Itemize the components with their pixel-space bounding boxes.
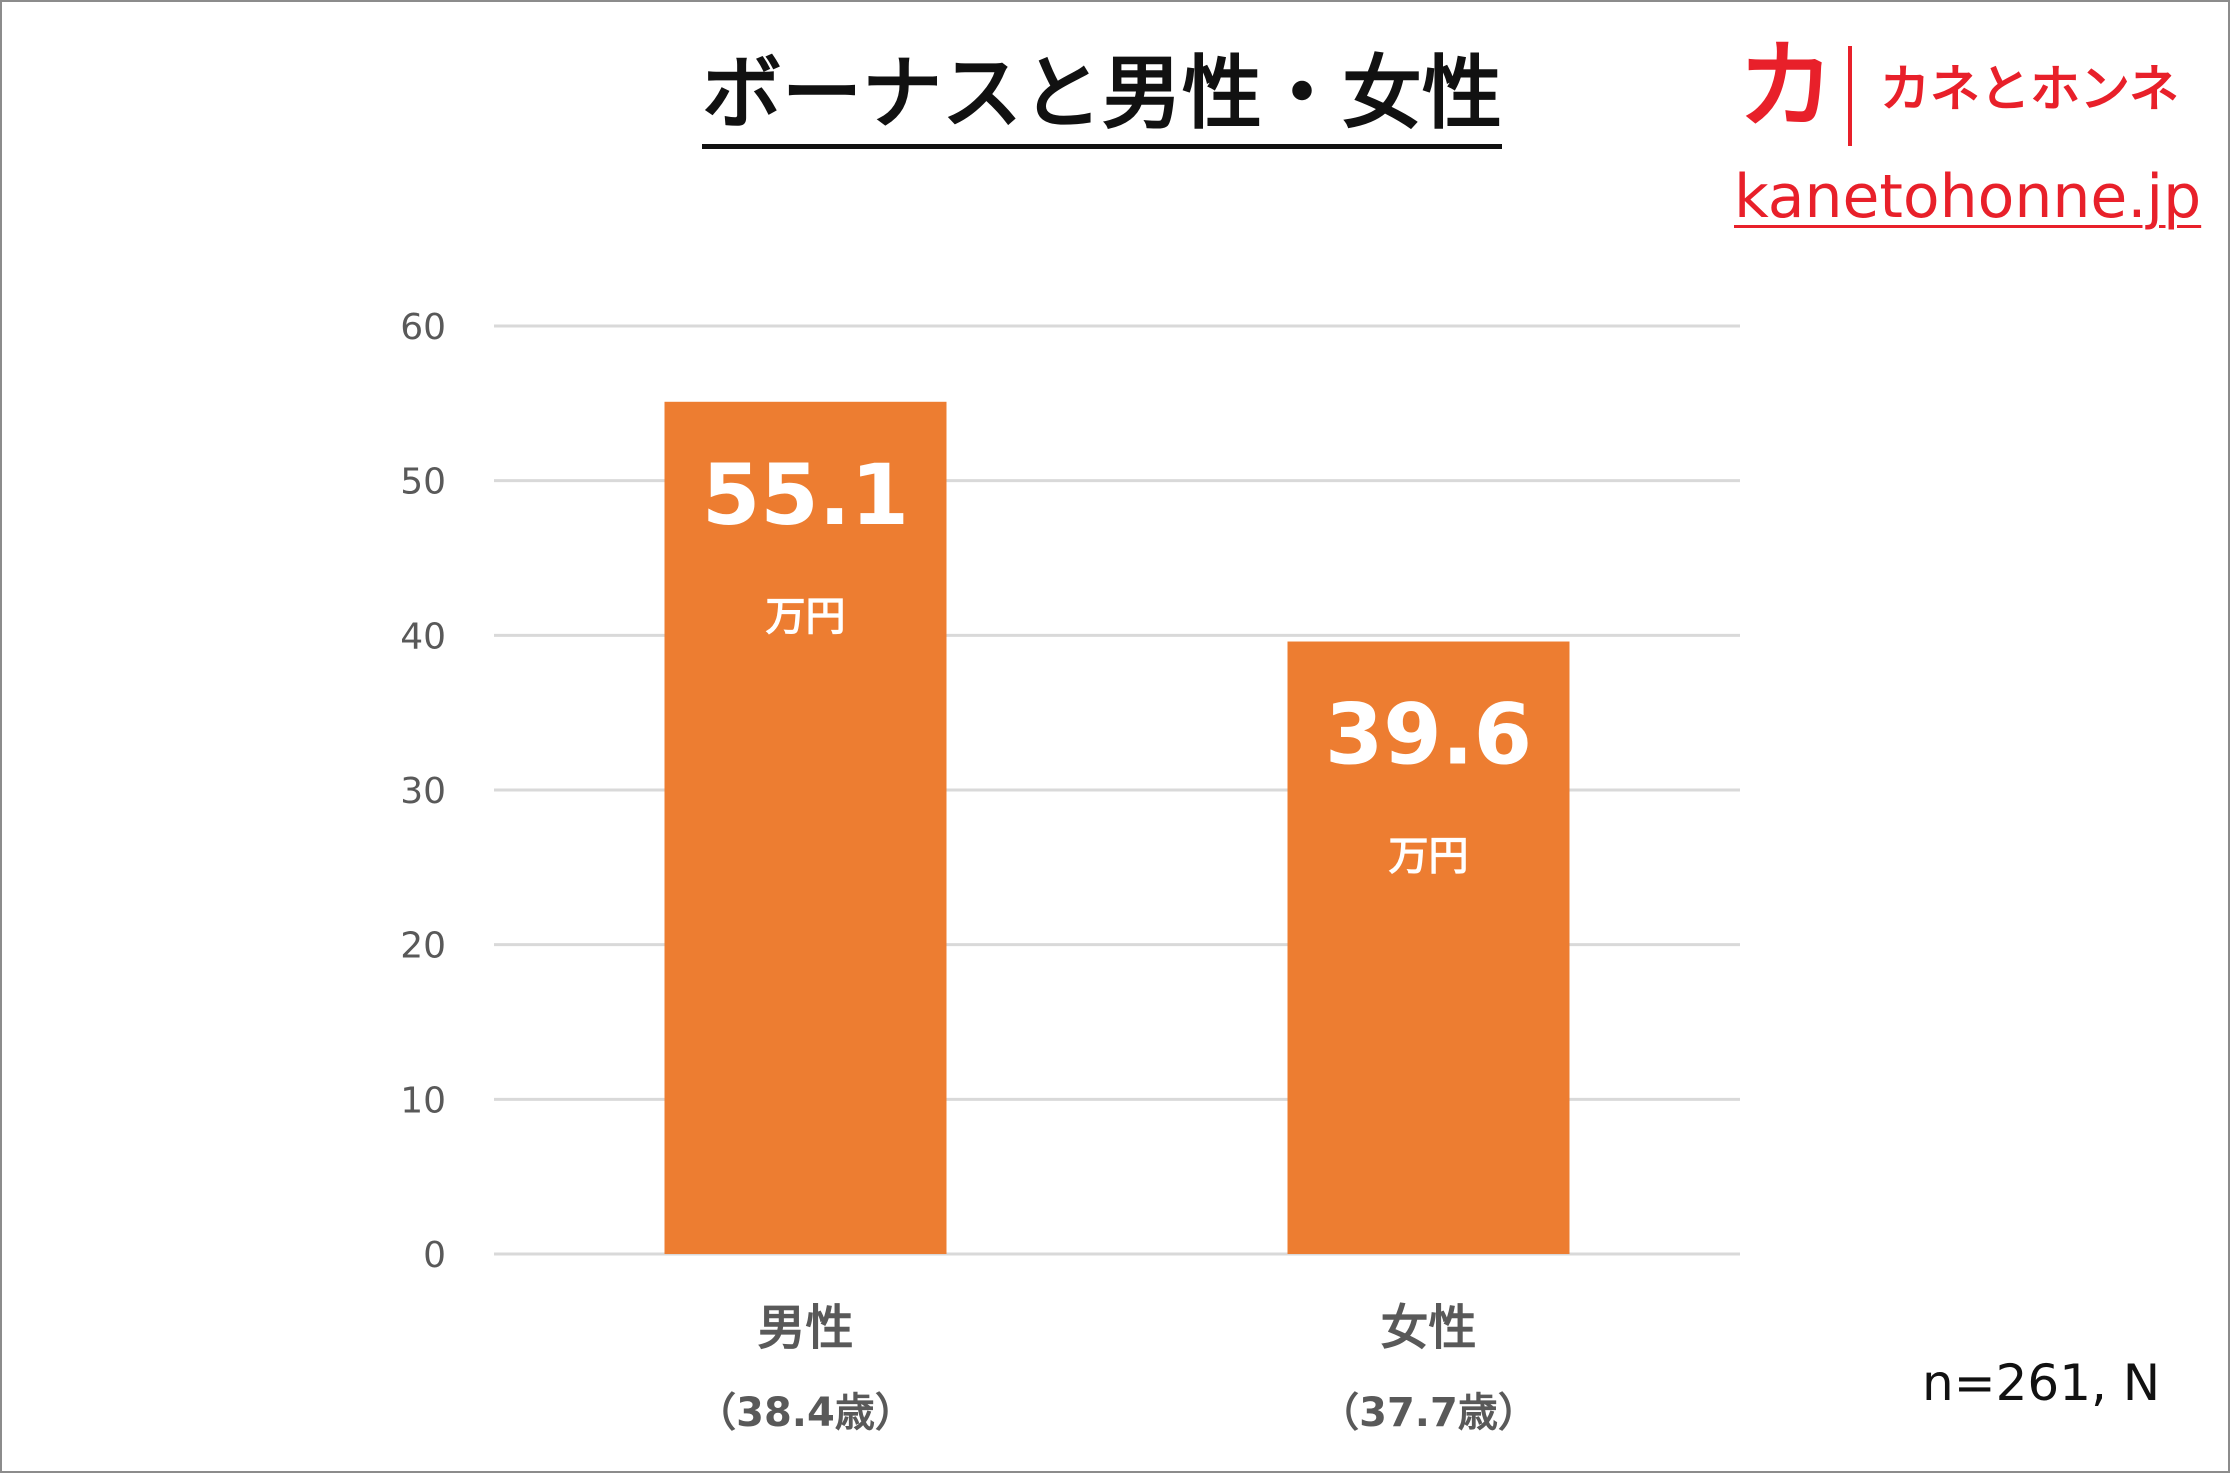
category-sublabel: （38.4歳） <box>696 1390 915 1436</box>
sample-size-note: n=261, N <box>1922 1354 2161 1412</box>
logo-name: カネとホンネ <box>1880 60 2179 118</box>
bar-1 <box>664 401 947 1255</box>
bar-value-label: 55.1 <box>702 446 909 544</box>
category-label: 女性 <box>1380 1300 1476 1356</box>
y-tick-label: 60 <box>400 307 446 348</box>
bar-unit-label: 万円 <box>1389 834 1469 880</box>
category-label: 男性 <box>757 1300 853 1356</box>
y-tick-label: 40 <box>400 616 446 657</box>
logo-mark: カ <box>1738 30 1834 142</box>
bar-value-label: 39.6 <box>1325 686 1532 784</box>
y-tick-label: 30 <box>400 771 446 812</box>
chart-title: ボーナスと男性・女性 <box>702 44 1502 149</box>
y-tick-label: 0 <box>423 1235 446 1276</box>
category-sublabel: （37.7歳） <box>1319 1390 1538 1436</box>
y-tick-label: 50 <box>400 462 446 503</box>
y-tick-label: 20 <box>400 926 446 967</box>
logo-url-link[interactable]: kanetohonne.jp <box>1734 162 2202 232</box>
bar-unit-label: 万円 <box>766 594 846 640</box>
bar-2 <box>1287 641 1570 1254</box>
y-tick-label: 10 <box>400 1080 446 1121</box>
logo-divider <box>1848 46 1852 146</box>
